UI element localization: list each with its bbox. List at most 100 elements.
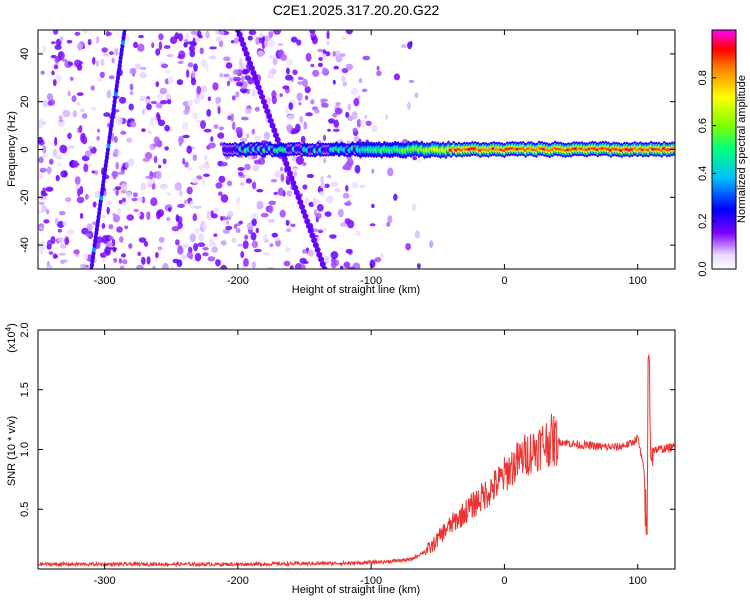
noise-blob-425 <box>364 115 368 119</box>
noise-blob-567 <box>247 77 255 85</box>
noise-blob-536 <box>67 132 72 140</box>
noise-blob-531 <box>330 181 339 188</box>
noise-blob-845 <box>244 163 251 171</box>
noise-blob-837 <box>127 158 135 167</box>
descending-trace-dot-43 <box>309 232 316 239</box>
noise-blob-738 <box>192 154 197 162</box>
noise-blob-847 <box>46 239 53 248</box>
noise-blob-279 <box>103 112 111 117</box>
noise-blob-638 <box>320 182 326 189</box>
noise-blob-803 <box>252 164 260 172</box>
noise-blob-843 <box>371 125 378 133</box>
noise-blob-485 <box>48 251 54 255</box>
noise-blob-833 <box>295 156 304 165</box>
noise-blob-668 <box>57 228 63 233</box>
noise-blob-773 <box>58 115 63 121</box>
noise-blob-30 <box>242 240 249 250</box>
descending-trace-dot-19 <box>267 117 274 124</box>
noise-blob-66 <box>329 234 337 239</box>
noise-blob-155 <box>51 70 55 76</box>
noise-blob-834 <box>286 114 295 121</box>
noise-blob-464 <box>162 263 169 269</box>
noise-blob-645 <box>289 265 294 269</box>
noise-blob-637 <box>133 41 138 49</box>
noise-blob-449 <box>187 166 193 172</box>
noise-blob-551 <box>158 236 165 243</box>
noise-blob-584 <box>154 258 158 262</box>
descending-trace-dot-50 <box>321 266 328 269</box>
noise-blob-308 <box>417 263 421 269</box>
snr-x-tick-label-3: 0 <box>501 575 507 587</box>
noise-blob-439 <box>72 110 78 118</box>
descending-trace-dot-49 <box>319 261 326 268</box>
noise-blob-215 <box>95 59 99 67</box>
noise-blob-377 <box>210 210 214 216</box>
noise-blob-730 <box>286 190 293 197</box>
noise-blob-501 <box>81 113 88 119</box>
noise-blob-662 <box>342 192 350 199</box>
noise-blob-97 <box>62 109 71 118</box>
noise-blob-54 <box>301 249 308 254</box>
noise-blob-774 <box>207 96 212 102</box>
noise-blob-165 <box>252 181 257 190</box>
noise-blob-465 <box>124 225 129 230</box>
noise-blob-106 <box>164 70 171 74</box>
noise-blob-35 <box>202 247 209 251</box>
noise-blob-422 <box>251 128 256 135</box>
noise-blob-204 <box>324 211 332 217</box>
noise-blob-6 <box>279 166 284 172</box>
noise-blob-267 <box>285 74 293 81</box>
noise-blob-727 <box>166 192 172 196</box>
noise-blob-38 <box>43 219 50 224</box>
noise-blob-701 <box>235 81 244 87</box>
noise-blob-583 <box>199 47 204 55</box>
noise-blob-448 <box>176 259 183 268</box>
noise-blob-726 <box>81 135 88 145</box>
noise-blob-623 <box>106 31 112 36</box>
noise-blob-344 <box>273 191 279 196</box>
noise-blob-129 <box>203 154 208 161</box>
snr-x-label: Height of straight line (km) <box>292 584 420 596</box>
noise-blob-535 <box>74 176 81 185</box>
noise-blob-298 <box>182 121 189 131</box>
noise-blob-663 <box>54 217 59 225</box>
noise-blob-712 <box>227 115 232 120</box>
noise-blob-14 <box>240 182 245 186</box>
noise-blob-224 <box>268 30 274 39</box>
noise-blob-185 <box>285 67 290 75</box>
noise-blob-362 <box>347 266 356 269</box>
noise-blob-578 <box>57 236 65 244</box>
noise-blob-706 <box>270 68 277 75</box>
noise-blob-859 <box>233 76 242 82</box>
descending-trace-dot-3 <box>240 41 247 48</box>
noise-blob-670 <box>46 265 53 269</box>
noise-blob-98 <box>356 118 362 128</box>
noise-blob-707 <box>332 112 338 118</box>
noise-blob-276 <box>99 71 105 79</box>
noise-blob-821 <box>47 100 52 106</box>
noise-blob-844 <box>189 200 195 210</box>
noise-blob-597 <box>205 30 210 39</box>
noise-blob-857 <box>166 99 172 105</box>
noise-blob-390 <box>111 170 119 178</box>
noise-blob-609 <box>38 156 44 164</box>
noise-blob-762 <box>145 175 154 179</box>
noise-blob-835 <box>78 125 83 134</box>
noise-blob-199 <box>200 59 207 68</box>
noise-blob-16 <box>96 236 103 244</box>
noise-blob-37 <box>101 47 108 53</box>
spectrogram-y-ticks: -40 -20 0 20 40 <box>19 48 675 253</box>
noise-blob-143 <box>273 30 281 35</box>
descending-trace-dot-18 <box>266 113 273 119</box>
noise-blob-323 <box>369 223 376 227</box>
noise-blob-471 <box>245 133 250 139</box>
noise-blob-688 <box>322 134 327 142</box>
noise-blob-416 <box>138 196 143 202</box>
noise-blob-138 <box>57 221 65 228</box>
descending-trace-dot-10 <box>252 74 259 81</box>
noise-blob-128 <box>239 138 248 142</box>
noise-blob-62 <box>352 262 361 269</box>
noise-blob-498 <box>220 161 228 167</box>
noise-blob-842 <box>400 44 407 49</box>
